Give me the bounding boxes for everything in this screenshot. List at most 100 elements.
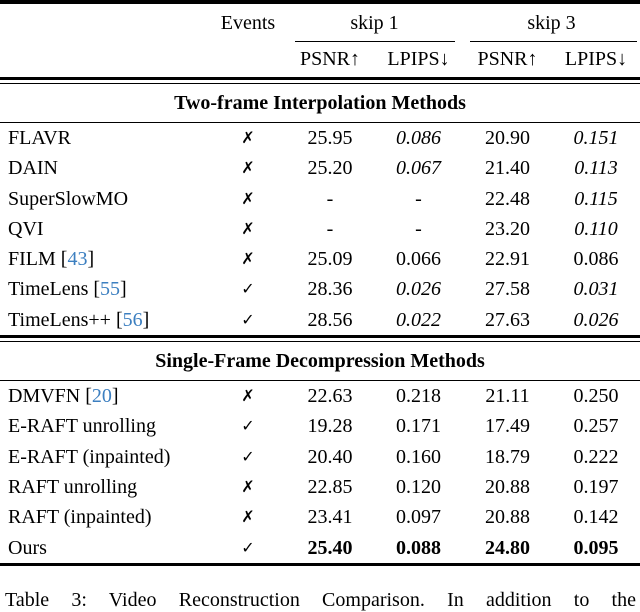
value-cell: 0.067 (396, 157, 441, 180)
value-cell: 0.088 (396, 536, 441, 559)
header-empty-cell (0, 42, 210, 77)
value-cell: 23.20 (485, 217, 530, 240)
value-cell: 0.095 (573, 536, 619, 559)
value-cell: 25.20 (307, 157, 353, 180)
value-cell: - (415, 217, 422, 240)
cross-mark-icon: ✗ (241, 128, 255, 147)
value-cell: 25.40 (307, 536, 353, 559)
col-group-skip1: skip 1 (286, 4, 463, 42)
citation-link[interactable]: 20 (91, 385, 112, 408)
col-header-lpips-skip1: LPIPS↓ (387, 48, 450, 70)
table-row: TimeLens++ [56] ✓ 28.56 0.022 27.63 0.026 (0, 305, 640, 335)
col-header-psnr-skip3: PSNR↑ (477, 48, 538, 70)
value-cell: 0.086 (396, 127, 441, 149)
table-row: DAIN ✗ 25.20 0.067 21.40 0.113 (0, 153, 640, 183)
header-empty-cell (210, 42, 286, 77)
value-cell: - (326, 217, 334, 240)
value-cell: 0.250 (573, 385, 619, 408)
method-name: E-RAFT unrolling (8, 415, 156, 438)
citation-link[interactable]: 43 (67, 248, 88, 271)
value-cell: 0.022 (396, 308, 441, 331)
table-caption: Table 3: Video Reconstruction Comparison… (5, 589, 636, 611)
value-cell: 22.63 (307, 385, 353, 408)
check-mark-icon: ✓ (241, 446, 255, 466)
table-row: RAFT (inpainted) ✗ 23.41 0.097 20.88 0.142 (0, 502, 640, 532)
value-cell: 27.58 (485, 278, 530, 301)
value-cell: 20.88 (485, 506, 530, 529)
value-cell: 0.151 (573, 127, 619, 149)
value-cell: 20.90 (485, 127, 530, 149)
value-cell: 18.79 (485, 445, 530, 468)
method-name: Ours (8, 536, 47, 559)
cross-mark-icon: ✗ (241, 386, 255, 406)
value-cell: 0.097 (396, 506, 441, 529)
cross-mark-icon: ✗ (241, 218, 255, 238)
value-cell: 24.80 (485, 536, 530, 559)
col-header-events: Events (220, 11, 276, 34)
value-cell: 27.63 (485, 308, 530, 331)
value-cell: 0.257 (573, 415, 619, 438)
value-cell: 20.88 (485, 475, 530, 498)
method-name: DMVFN [20] (8, 385, 119, 408)
method-name: RAFT unrolling (8, 475, 138, 498)
method-name: TimeLens++ [56] (8, 308, 150, 331)
method-name: RAFT (inpainted) (8, 506, 152, 529)
value-cell: 0.026 (573, 308, 619, 331)
col-group-skip3: skip 3 (463, 4, 640, 42)
cross-mark-icon: ✗ (241, 476, 255, 496)
cross-mark-icon: ✗ (241, 249, 255, 269)
method-name: TimeLens [55] (8, 278, 127, 301)
value-cell: 28.36 (307, 278, 353, 301)
cross-mark-icon: ✗ (241, 507, 255, 527)
table-top-rule (0, 0, 640, 4)
table-row: QVI ✗ - - 23.20 0.110 (0, 214, 640, 244)
value-cell: 25.95 (307, 127, 353, 149)
check-mark-icon: ✓ (241, 537, 255, 557)
value-cell: 0.113 (574, 157, 618, 180)
value-cell: 0.218 (396, 385, 441, 408)
table-row: E-RAFT unrolling ✓ 19.28 0.171 17.49 0.257 (0, 411, 640, 441)
value-cell: - (415, 187, 422, 210)
value-cell: 0.066 (396, 248, 441, 271)
citation-link[interactable]: 55 (100, 278, 121, 301)
method-name: DAIN (8, 157, 58, 180)
table-row: FLAVR ✗ 25.95 0.086 20.90 0.151 (0, 123, 640, 153)
value-cell: 0.031 (573, 278, 619, 301)
table-row: DMVFN [20] ✗ 22.63 0.218 21.11 0.250 (0, 381, 640, 411)
value-cell: 0.120 (396, 475, 441, 498)
value-cell: 22.91 (485, 248, 530, 271)
value-cell: 0.160 (396, 445, 441, 468)
col-group-skip3-label: skip 3 (527, 11, 576, 34)
table-body: Two-frame Interpolation Methods FLAVR ✗ 25.… (0, 77, 640, 563)
value-cell: 0.110 (574, 217, 618, 240)
check-mark-icon: ✓ (241, 279, 255, 299)
table-row: RAFT unrolling ✗ 22.85 0.120 20.88 0.197 (0, 472, 640, 502)
col-header-psnr-skip1: PSNR↑ (299, 48, 361, 70)
citation-link[interactable]: 56 (122, 308, 143, 331)
value-cell: 0.171 (396, 415, 441, 438)
value-cell: 21.40 (485, 157, 530, 180)
value-cell: 23.41 (307, 506, 353, 529)
value-cell: - (326, 187, 334, 210)
value-cell: 0.197 (573, 475, 619, 498)
value-cell: 21.11 (485, 385, 530, 408)
section-underline-rule (0, 380, 640, 382)
section-divider-rule (0, 77, 640, 84)
method-name: FILM [43] (8, 248, 95, 271)
table-row: SuperSlowMO ✗ - - 22.48 0.115 (0, 184, 640, 214)
value-cell: 17.49 (485, 415, 530, 438)
table-bottom-rule (0, 562, 640, 567)
section-underline-rule (0, 122, 640, 123)
cross-mark-icon: ✗ (241, 188, 255, 208)
value-cell: 0.086 (573, 248, 619, 271)
value-cell: 0.142 (573, 506, 619, 529)
value-cell: 25.09 (307, 248, 353, 271)
value-cell: 22.48 (485, 187, 530, 210)
col-group-skip1-label: skip 1 (350, 11, 399, 34)
table-row: E-RAFT (inpainted) ✓ 20.40 0.160 18.79 0.222 (0, 442, 640, 472)
value-cell: 19.28 (307, 415, 353, 438)
table-row: TimeLens [55] ✓ 28.36 0.026 27.58 0.031 (0, 274, 640, 304)
section-divider-rule (0, 335, 640, 343)
col-header-lpips-skip3: LPIPS↓ (564, 48, 628, 70)
section-title: Single-Frame Decompression Methods (155, 350, 485, 373)
